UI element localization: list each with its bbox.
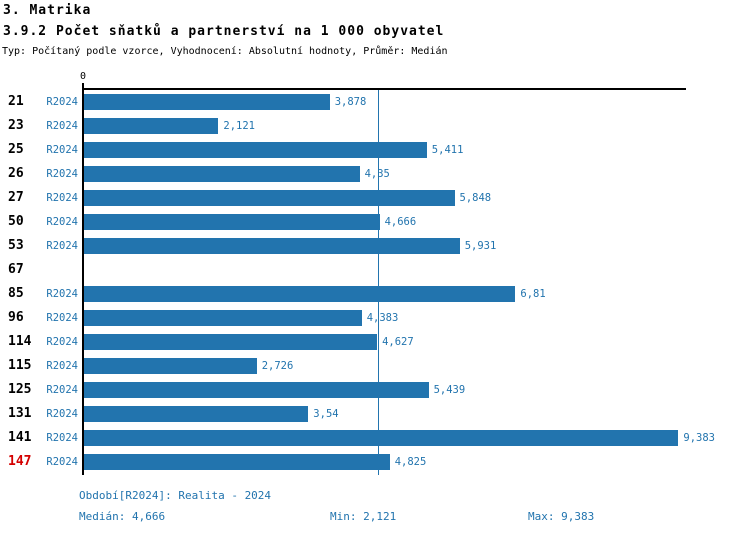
bar[interactable] bbox=[84, 118, 219, 134]
value-label: 2,726 bbox=[261, 360, 294, 372]
value-label: 3,54 bbox=[313, 408, 339, 420]
category-label: 53 bbox=[8, 238, 24, 253]
chart-row: 27 R2024 5,848 bbox=[0, 186, 750, 210]
series-label: R2024 bbox=[46, 216, 78, 228]
category-label: 67 bbox=[8, 262, 24, 277]
chart-row: 67 bbox=[0, 258, 750, 282]
category-label: 147 bbox=[8, 454, 32, 469]
footer-min: Min: 2,121 bbox=[330, 510, 397, 523]
value-label: 4,627 bbox=[382, 336, 414, 348]
series-label: R2024 bbox=[46, 456, 78, 468]
chart-row: 125 R2024 5,439 bbox=[0, 378, 750, 402]
bar[interactable] bbox=[84, 190, 455, 206]
bar[interactable] bbox=[84, 406, 309, 422]
value-label: 4,666 bbox=[384, 216, 417, 228]
series-label: R2024 bbox=[46, 384, 78, 396]
bar[interactable] bbox=[84, 94, 330, 110]
category-label: 131 bbox=[8, 406, 32, 421]
value-label: 5,848 bbox=[459, 192, 492, 204]
x-axis-line bbox=[83, 88, 686, 90]
footer-max: Max: 9,383 bbox=[528, 510, 595, 523]
series-label: R2024 bbox=[46, 288, 78, 300]
category-label: 141 bbox=[8, 430, 32, 445]
bar[interactable] bbox=[84, 358, 257, 374]
bar[interactable] bbox=[84, 334, 378, 350]
chart-row: 85 R2024 6,81 bbox=[0, 282, 750, 306]
bar[interactable] bbox=[84, 454, 390, 470]
value-label: 4,35 bbox=[364, 168, 390, 180]
category-label: 125 bbox=[8, 382, 32, 397]
chart-row: 53 R2024 5,931 bbox=[0, 234, 750, 258]
report-title: 3. Matrika bbox=[3, 3, 92, 18]
value-label: 6,81 bbox=[520, 288, 546, 300]
category-label: 21 bbox=[8, 94, 24, 109]
bar[interactable] bbox=[84, 310, 362, 326]
bar[interactable] bbox=[84, 382, 429, 398]
series-label: R2024 bbox=[46, 96, 78, 108]
footer-period: Období[R2024]: Realita - 2024 bbox=[79, 489, 272, 502]
category-label: 27 bbox=[8, 190, 24, 205]
value-label: 5,411 bbox=[431, 144, 464, 156]
chart-title: 3.9.2 Počet sňatků a partnerství na 1 00… bbox=[3, 24, 445, 39]
value-label: 5,931 bbox=[464, 240, 497, 252]
median-reference-line bbox=[378, 90, 379, 475]
series-label: R2024 bbox=[46, 120, 78, 132]
series-label: R2024 bbox=[46, 408, 78, 420]
category-label: 96 bbox=[8, 310, 24, 325]
chart-row: 141 R2024 9,383 bbox=[0, 426, 750, 450]
category-label: 23 bbox=[8, 118, 24, 133]
series-label: R2024 bbox=[46, 336, 78, 348]
category-label: 26 bbox=[8, 166, 24, 181]
bar[interactable] bbox=[84, 214, 380, 230]
chart-row: 26 R2024 4,35 bbox=[0, 162, 750, 186]
value-label: 4,383 bbox=[366, 312, 399, 324]
category-label: 50 bbox=[8, 214, 24, 229]
chart-row: 25 R2024 5,411 bbox=[0, 138, 750, 162]
value-label: 9,383 bbox=[683, 432, 715, 444]
chart-row: 96 R2024 4,383 bbox=[0, 306, 750, 330]
series-label: R2024 bbox=[46, 192, 78, 204]
bar[interactable] bbox=[84, 238, 460, 254]
value-label: 3,878 bbox=[334, 96, 367, 108]
series-label: R2024 bbox=[46, 432, 78, 444]
x-axis-zero-label: 0 bbox=[79, 71, 87, 82]
chart-row: 131 R2024 3,54 bbox=[0, 402, 750, 426]
chart-row: 114 R2024 4,627 bbox=[0, 330, 750, 354]
chart-row: 21 R2024 3,878 bbox=[0, 90, 750, 114]
footer-median: Medián: 4,666 bbox=[79, 510, 166, 523]
value-label: 4,825 bbox=[394, 456, 427, 468]
category-label: 115 bbox=[8, 358, 32, 373]
category-label: 25 bbox=[8, 142, 24, 157]
y-axis-line bbox=[82, 88, 84, 475]
value-label: 2,121 bbox=[223, 120, 255, 132]
chart-row: 147 R2024 4,825 bbox=[0, 450, 750, 474]
chart-row: 23 R2024 2,121 bbox=[0, 114, 750, 138]
series-label: R2024 bbox=[46, 240, 78, 252]
bar-chart: 21 R2024 3,878 23 R2024 2,121 25 R2024 5,411 26 R2… bbox=[0, 90, 750, 474]
bar[interactable] bbox=[84, 166, 360, 182]
bar[interactable] bbox=[84, 286, 516, 302]
x-axis-zero-tick bbox=[82, 83, 84, 88]
chart-subtitle: Typ: Počítaný podle vzorce, Vyhodnocení:… bbox=[2, 46, 448, 57]
chart-row: 50 R2024 4,666 bbox=[0, 210, 750, 234]
chart-row: 115 R2024 2,726 bbox=[0, 354, 750, 378]
category-label: 85 bbox=[8, 286, 24, 301]
series-label: R2024 bbox=[46, 144, 78, 156]
series-label: R2024 bbox=[46, 312, 78, 324]
bar[interactable] bbox=[84, 430, 679, 446]
value-label: 5,439 bbox=[433, 384, 466, 396]
series-label: R2024 bbox=[46, 168, 78, 180]
bar[interactable] bbox=[84, 142, 427, 158]
series-label: R2024 bbox=[46, 360, 78, 372]
category-label: 114 bbox=[8, 334, 32, 349]
